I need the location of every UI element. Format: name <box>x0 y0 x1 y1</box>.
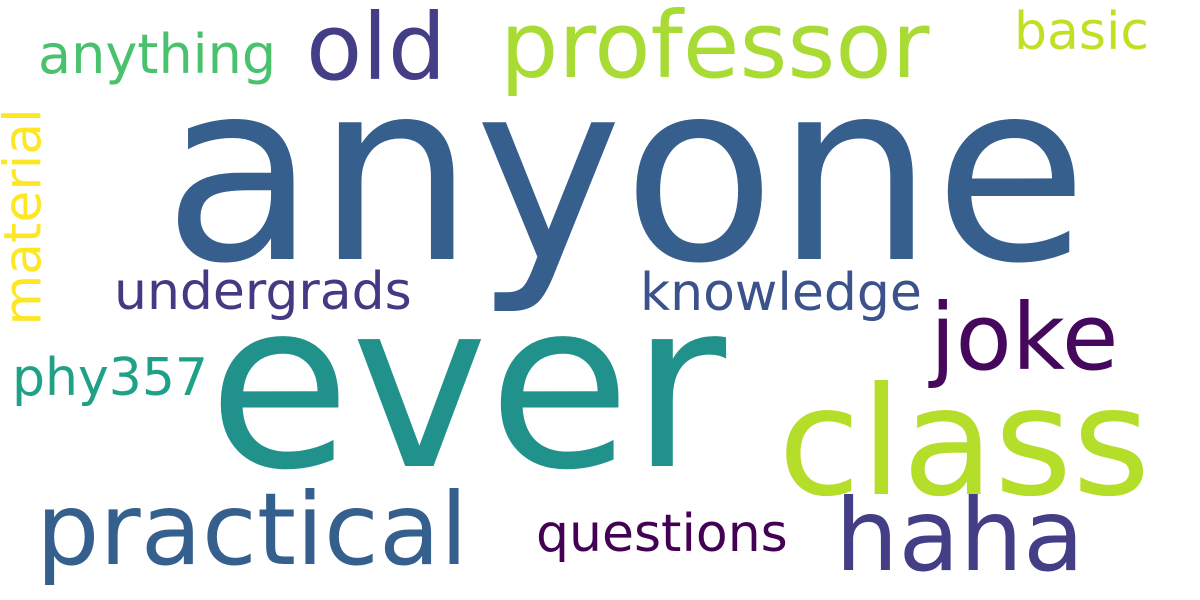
word-ever: ever <box>208 251 727 521</box>
word-undergrads: undergrads <box>114 262 412 322</box>
word-material: material <box>0 108 54 326</box>
word-old: old <box>306 0 447 101</box>
word-knowledge: knowledge <box>640 263 922 323</box>
word-practical: practical <box>36 471 468 588</box>
word-anything: anything <box>38 23 277 86</box>
word-professor: professor <box>500 0 930 99</box>
word-joke: joke <box>930 284 1119 391</box>
word-basic: basic <box>1014 2 1150 62</box>
word-class: class <box>778 356 1151 530</box>
word-questions: questions <box>536 504 788 564</box>
word-anyone: anyone <box>163 27 1088 318</box>
word-phy357: phy357 <box>12 348 208 408</box>
word-haha: haha <box>835 477 1085 594</box>
